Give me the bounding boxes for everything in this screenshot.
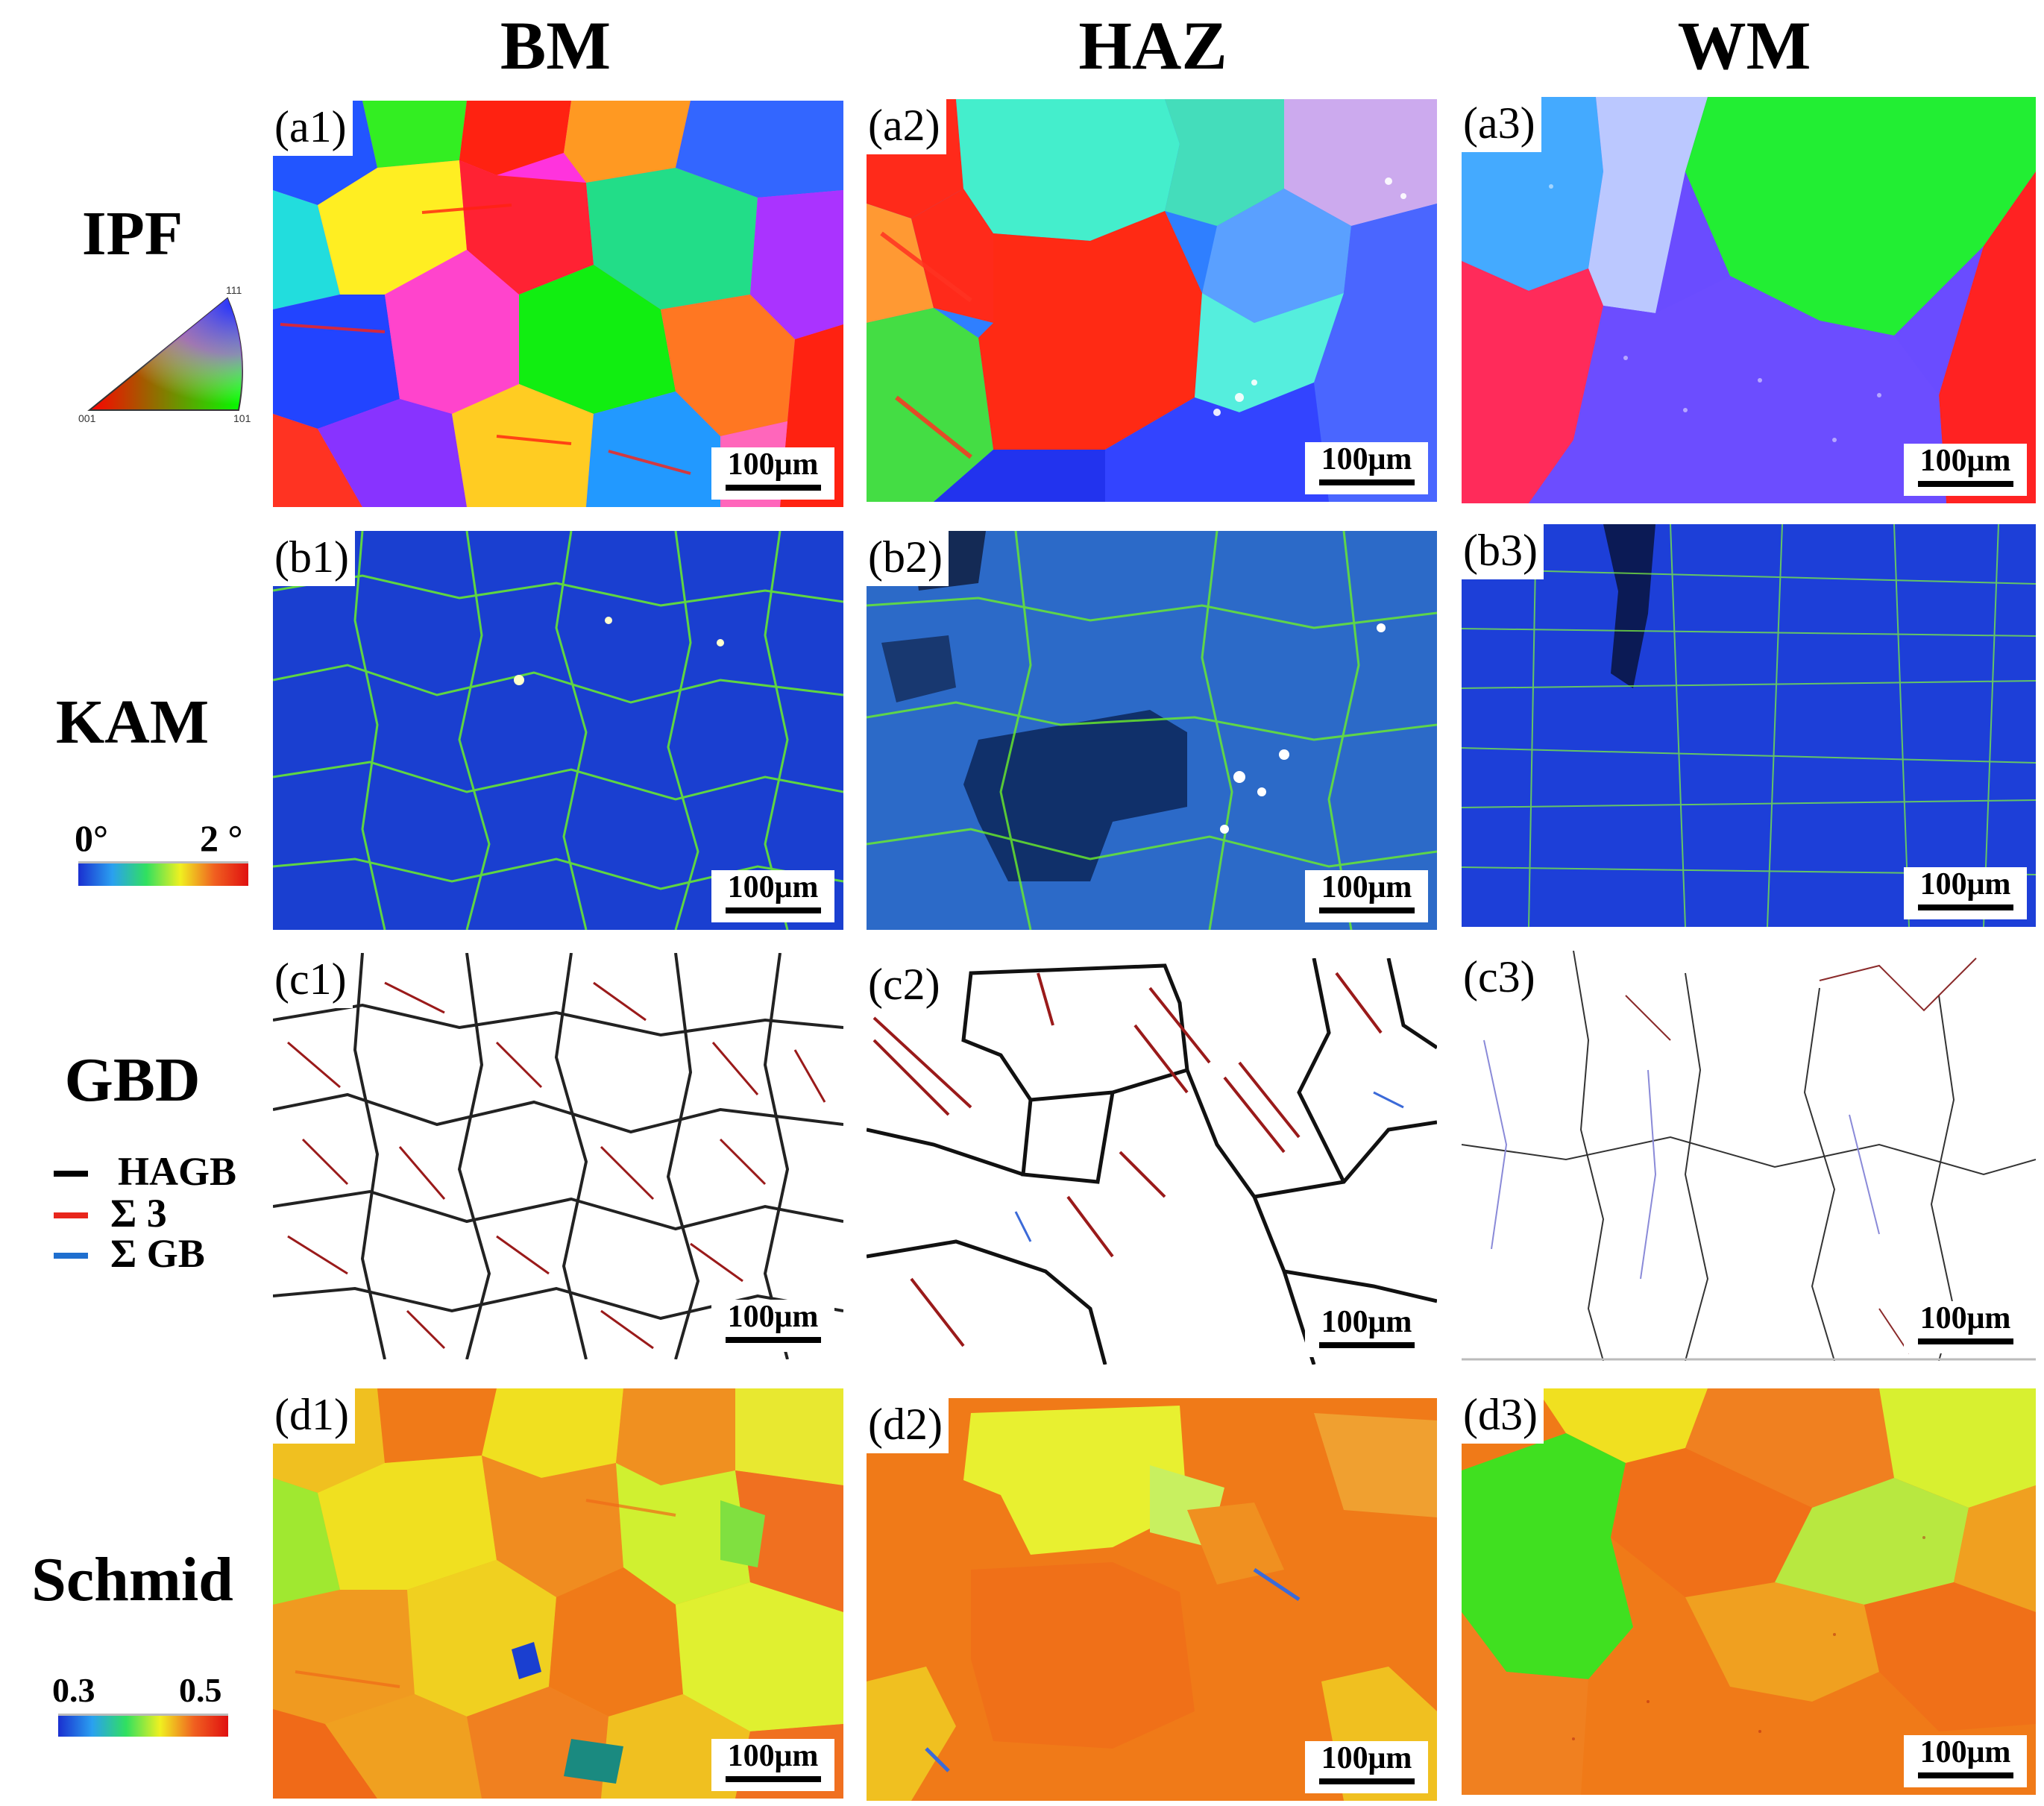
kam-legend-min: 0°: [75, 817, 108, 859]
schmid-legend-max: 0.5: [179, 1671, 222, 1709]
ipf-legend-label-111: 111: [226, 284, 242, 296]
ipf-legend-label-001: 001: [78, 412, 96, 424]
scale-bar-text: 100μm: [1321, 870, 1412, 904]
scale-bar-text: 100μm: [1919, 1735, 2011, 1769]
scale-bar-line: [725, 907, 821, 913]
scale-bar-line: [1318, 1778, 1415, 1784]
scale-bar: 100μm: [1305, 1305, 1428, 1357]
schmid-legend-min: 0.3: [52, 1671, 95, 1709]
panel-d2-schmid-haz: (d2) 100μm: [867, 1398, 1437, 1801]
scale-bar: 100μm: [1904, 1735, 2027, 1787]
scale-bar-line: [1917, 481, 2013, 487]
schmid-legend: 0.3 0.5: [52, 1670, 246, 1745]
panel-label-d2: (d2): [867, 1398, 949, 1453]
scale-bar: 100μm: [1305, 870, 1428, 922]
scale-bar-text: 100μm: [727, 1739, 819, 1773]
scale-bar-line: [1917, 1338, 2013, 1344]
scale-bar-line: [1318, 479, 1415, 485]
panel-label-a1: (a1): [273, 101, 353, 156]
kam-legend: 0° 2 °: [75, 817, 254, 891]
row-header-gbd: GBD: [64, 1045, 201, 1115]
panel-label-d1: (d1): [273, 1388, 355, 1444]
panel-label-a2: (a2): [867, 99, 946, 154]
scale-bar-line: [725, 1337, 821, 1343]
gbd-legend-sigmagb-label: Σ GB: [110, 1231, 205, 1276]
scale-bar: 100μm: [711, 1739, 834, 1791]
panel-label-b1: (b1): [273, 531, 355, 586]
kam-colorbar: [78, 861, 248, 886]
panel-d1-schmid-bm: (d1) 100μm: [273, 1388, 843, 1799]
gbd-legend-sigmagb-line: [54, 1253, 88, 1259]
scale-bar-line: [725, 1776, 821, 1782]
panel-c3-gbd-wm: (c3) 100μm: [1462, 951, 2036, 1361]
gbd-legend-hagb-label: HAGB: [118, 1149, 237, 1194]
scale-bar-text: 100μm: [1919, 1301, 2011, 1335]
panel-label-b3: (b3): [1462, 524, 1544, 579]
scale-bar: 100μm: [1904, 1301, 2027, 1353]
panel-b3-kam-wm: (b3) 100μm: [1462, 524, 2036, 927]
panel-b2-kam-haz: (b2) 100μm: [867, 531, 1437, 930]
column-header-wm: WM: [1677, 7, 1811, 84]
row-header-schmid: Schmid: [31, 1545, 233, 1614]
panel-label-b2: (b2): [867, 531, 949, 586]
scale-bar-line: [1318, 907, 1415, 913]
row-header-ipf: IPF: [81, 199, 183, 268]
scale-bar-line: [725, 485, 821, 491]
ipf-triangle-legend: 111 001 101: [78, 283, 257, 425]
panel-d3-schmid-wm: (d3) 100μm: [1462, 1388, 2036, 1795]
scale-bar-text: 100μm: [727, 1300, 819, 1334]
panel-label-d3: (d3): [1462, 1388, 1544, 1444]
gbd-legend-sigma3-label: Σ 3: [110, 1191, 167, 1236]
column-header-haz: HAZ: [1078, 7, 1227, 84]
schmid-colorbar: [58, 1714, 228, 1737]
panel-label-a3: (a3): [1462, 97, 1541, 152]
panel-c1-gbd-bm: (c1) 100μm: [273, 953, 843, 1359]
scale-bar: 100μm: [1904, 867, 2027, 919]
gbd-legend-sigma3-line: [54, 1212, 88, 1218]
scale-bar-text: 100μm: [727, 447, 819, 482]
kam-legend-max: 2 °: [200, 817, 243, 859]
scale-bar: 100μm: [1305, 1741, 1428, 1793]
panel-label-c3: (c3): [1462, 951, 1541, 1006]
panel-c2-gbd-haz: (c2) 100μm: [867, 958, 1437, 1365]
scale-bar-line: [1917, 1772, 2013, 1778]
column-header-bm: BM: [500, 7, 611, 84]
scale-bar-line: [1318, 1342, 1415, 1348]
gbd-legend-hagb-line: [54, 1171, 88, 1177]
ipf-legend-label-101: 101: [233, 412, 251, 424]
scale-bar-text: 100μm: [1919, 444, 2011, 478]
scale-bar-text: 100μm: [1321, 442, 1412, 476]
scale-bar: 100μm: [1904, 444, 2027, 496]
scale-bar-text: 100μm: [1321, 1741, 1412, 1775]
scale-bar-text: 100μm: [727, 870, 819, 904]
panel-a2-ipf-haz: (a2) 100μm: [867, 99, 1437, 502]
scale-bar: 100μm: [1305, 442, 1428, 494]
scale-bar: 100μm: [711, 447, 834, 500]
scale-bar: 100μm: [711, 1300, 834, 1352]
scale-bar: 100μm: [711, 870, 834, 922]
scale-bar-text: 100μm: [1919, 867, 2011, 902]
row-header-kam: KAM: [55, 688, 210, 757]
panel-label-c2: (c2): [867, 958, 946, 1013]
panel-a3-ipf-wm: (a3) 100μm: [1462, 97, 2036, 503]
panel-label-c1: (c1): [273, 953, 353, 1008]
panel-b1-kam-bm: (b1) 100μm: [273, 531, 843, 930]
scale-bar-line: [1917, 904, 2013, 910]
panel-a1-ipf-bm: (a1) 100μm: [273, 101, 843, 507]
gbd-legend: HAGB Σ 3 Σ GB: [45, 1148, 268, 1290]
scale-bar-text: 100μm: [1321, 1305, 1412, 1339]
